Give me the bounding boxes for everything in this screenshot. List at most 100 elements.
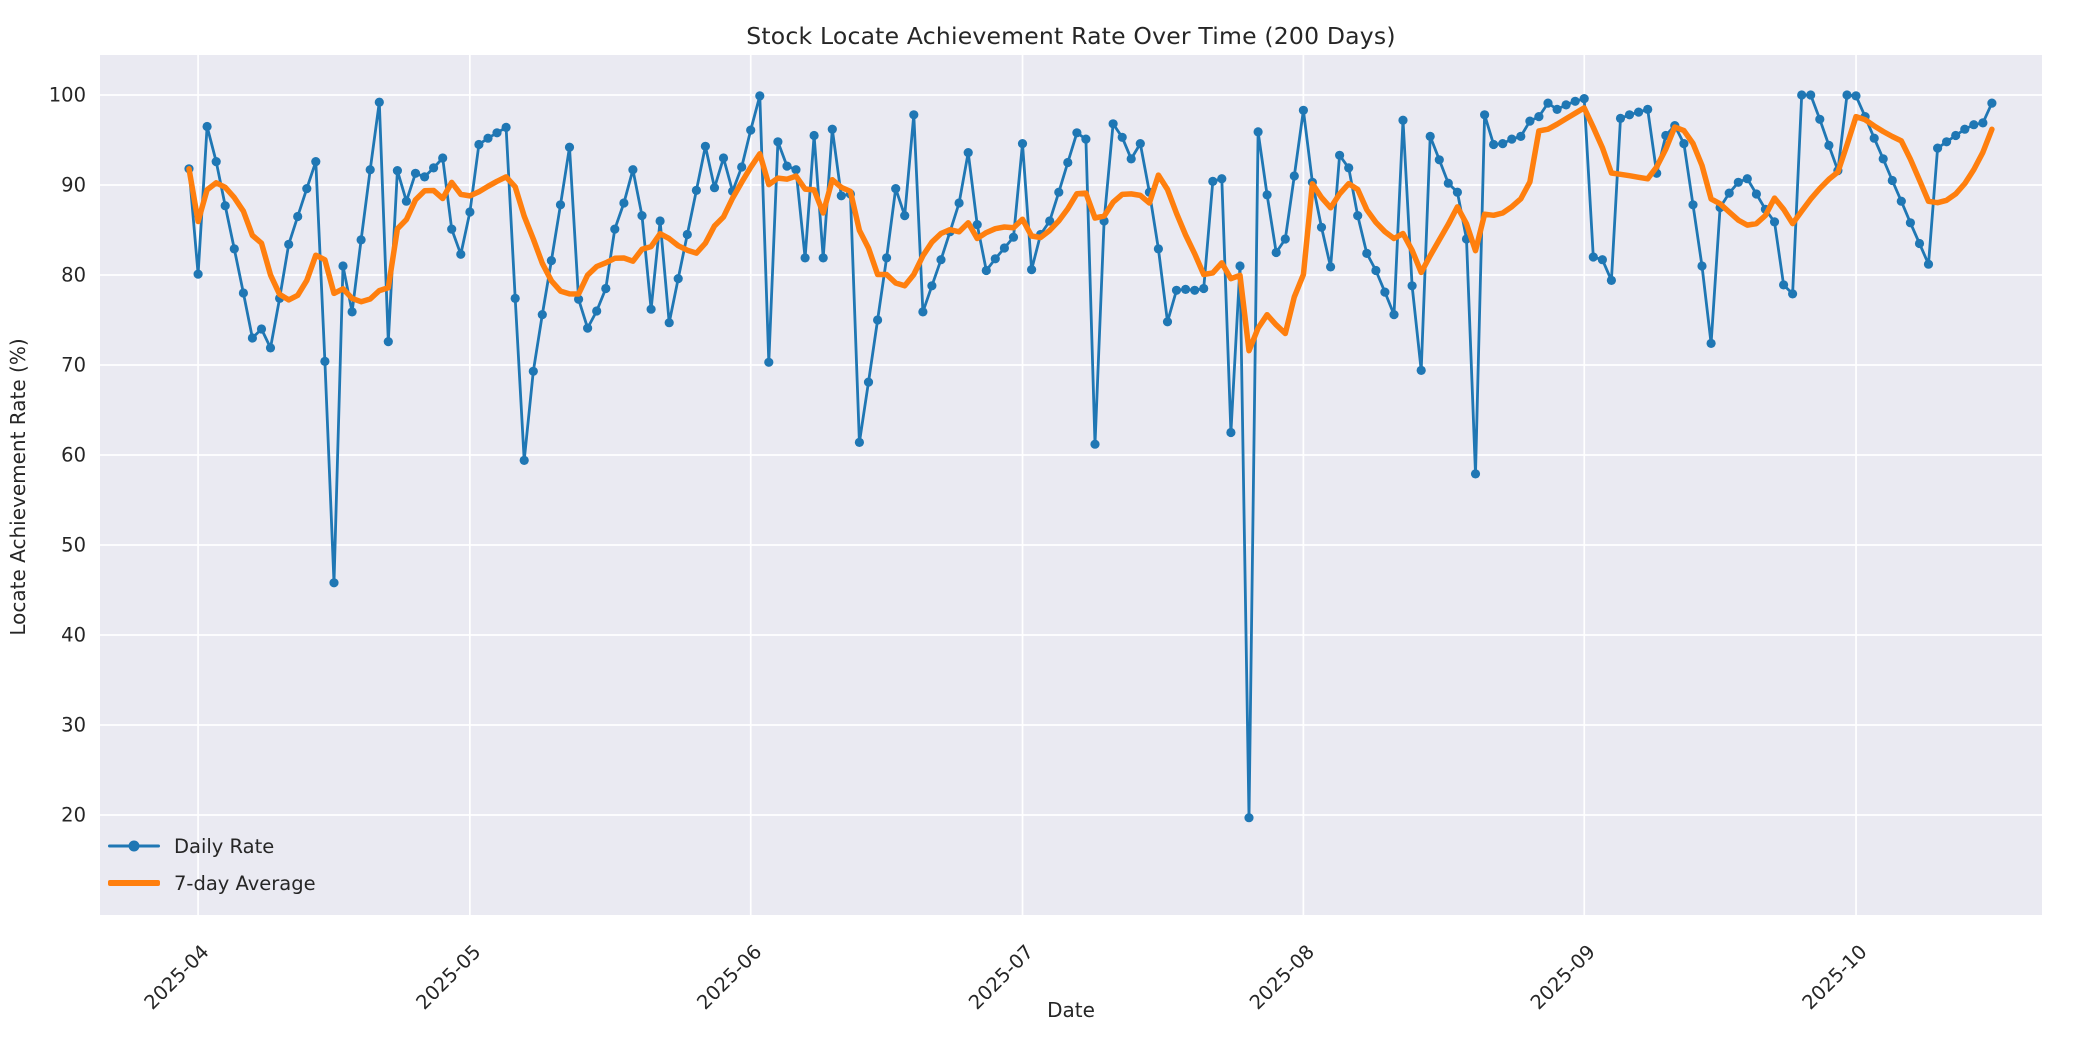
daily-rate-marker (999, 243, 1010, 253)
daily-rate-marker (1072, 128, 1082, 138)
daily-rate-marker (737, 162, 747, 172)
daily-rate-marker (202, 121, 212, 132)
daily-rate-marker (1987, 98, 1997, 108)
daily-rate-marker (1316, 222, 1327, 232)
daily-rate-marker (1344, 163, 1354, 173)
daily-rate-marker (1470, 469, 1481, 479)
daily-rate-marker (302, 184, 312, 194)
daily-rate-marker (211, 157, 221, 167)
daily-rate-marker (691, 185, 702, 195)
seven-day-average-line-icon (108, 869, 160, 897)
y-tick-label: 20 (61, 804, 86, 827)
daily-rate-marker (709, 183, 720, 193)
daily-rate-marker (809, 130, 819, 141)
daily-rate-marker (1326, 262, 1336, 272)
daily-rate-marker (1398, 115, 1408, 125)
daily-rate-marker (1742, 174, 1752, 184)
daily-rate-marker (854, 437, 865, 447)
daily-rate-marker (238, 288, 248, 298)
daily-rate-marker (1887, 175, 1897, 186)
daily-rate-marker (546, 256, 557, 266)
y-tick-label: 100 (49, 84, 86, 107)
daily-rate-marker (718, 153, 729, 163)
daily-rate-marker (1724, 188, 1734, 198)
daily-rate-marker (882, 253, 892, 263)
y-tick-label: 70 (61, 354, 86, 377)
daily-rate-marker (1507, 134, 1517, 144)
daily-rate-marker (1108, 119, 1118, 129)
daily-rate-marker (465, 207, 475, 217)
daily-rate-marker (746, 125, 756, 135)
daily-rate-marker (338, 261, 348, 271)
daily-rate-marker (1697, 261, 1707, 271)
daily-rate-marker (1253, 127, 1263, 137)
daily-rate-marker (311, 157, 321, 167)
daily-rate-marker (583, 323, 593, 333)
daily-rate-marker (1842, 90, 1852, 100)
daily-rate-marker (1933, 143, 1943, 153)
daily-rate-marker (1271, 247, 1281, 258)
legend-label-7day-average: 7-day Average (174, 871, 316, 895)
daily-rate-marker (1733, 177, 1743, 187)
daily-rate-marker (1769, 217, 1780, 227)
daily-rate-marker (1751, 189, 1761, 199)
daily-rate-marker (501, 122, 511, 132)
daily-rate-marker (293, 211, 303, 222)
daily-rate-marker (320, 356, 330, 366)
daily-rate-marker (410, 168, 421, 178)
daily-rate-marker (1905, 218, 1915, 228)
daily-rate-marker (193, 269, 203, 279)
daily-rate-marker (637, 211, 647, 221)
daily-rate-marker (383, 337, 393, 347)
daily-rate-marker (918, 307, 928, 317)
daily-rate-marker (1815, 114, 1825, 124)
daily-rate-marker (510, 293, 520, 303)
daily-rate-marker (1389, 310, 1399, 320)
daily-rate-marker (1516, 131, 1526, 141)
daily-rate-marker (401, 196, 411, 206)
daily-rate-marker (1797, 90, 1807, 100)
daily-rate-marker (1008, 232, 1019, 242)
daily-rate-marker (456, 249, 466, 259)
daily-rate-marker (1480, 110, 1490, 120)
daily-rate-marker (1217, 174, 1227, 184)
daily-rate-marker (818, 253, 828, 263)
daily-rate-marker (1434, 155, 1444, 165)
daily-rate-marker (1543, 98, 1553, 108)
daily-rate-marker (610, 224, 620, 234)
daily-rate-marker (1534, 112, 1544, 122)
daily-rate-marker (1443, 178, 1453, 188)
daily-rate-marker (1878, 154, 1888, 164)
daily-rate-marker (1570, 96, 1580, 106)
daily-rate-marker (1162, 317, 1173, 327)
daily-rate-marker (1824, 140, 1834, 150)
daily-rate-marker (1235, 261, 1245, 271)
daily-rate-marker (1117, 132, 1127, 142)
daily-rate-marker (1969, 120, 1979, 130)
daily-rate-marker (229, 244, 239, 254)
y-tick-label: 80 (61, 264, 86, 287)
daily-rate-marker (483, 133, 493, 143)
daily-rate-marker (1552, 104, 1562, 114)
daily-rate-marker (601, 283, 611, 294)
daily-rate-marker (1688, 200, 1698, 210)
daily-rate-marker (936, 255, 946, 265)
daily-rate-marker (773, 137, 783, 147)
daily-rate-marker (284, 239, 294, 249)
legend-label-daily-rate: Daily Rate (174, 834, 275, 858)
x-axis-label: Date (1047, 998, 1095, 1022)
daily-rate-marker (347, 307, 357, 317)
daily-rate-marker (700, 141, 711, 151)
daily-rate-marker (963, 148, 973, 158)
y-tick-label: 40 (61, 624, 86, 647)
legend: Daily Rate 7-day Average (108, 832, 316, 897)
daily-rate-marker (1851, 91, 1861, 101)
daily-rate-marker (782, 161, 792, 171)
daily-rate-marker (265, 343, 276, 353)
daily-rate-marker (1960, 124, 1970, 134)
daily-rate-marker (1425, 131, 1435, 141)
daily-rate-marker (474, 139, 484, 150)
daily-rate-marker (1561, 100, 1571, 110)
daily-rate-marker (1942, 137, 1952, 147)
